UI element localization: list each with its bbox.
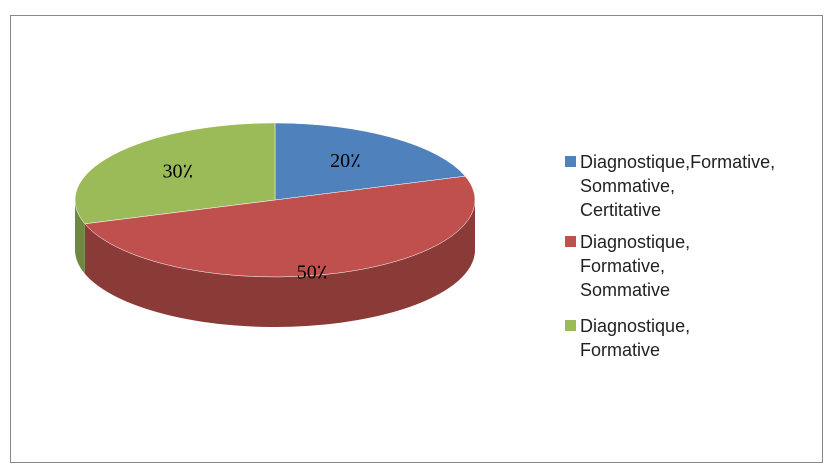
legend-swatch: [565, 236, 576, 247]
data-label: 20٪: [330, 150, 361, 172]
data-label: 50٪: [297, 262, 328, 284]
legend-swatch: [565, 320, 576, 331]
legend-item: Diagnostique,Formative, Sommative, Certi…: [565, 150, 776, 222]
legend-item: Diagnostique, Formative, Sommative: [565, 230, 755, 302]
legend-swatch: [565, 156, 576, 167]
legend-label: Diagnostique, Formative, Sommative: [580, 232, 691, 300]
pie-slice: [84, 175, 476, 278]
chart-frame: [10, 15, 823, 463]
data-label: 30٪: [163, 160, 194, 182]
legend-item: Diagnostique, Formative: [565, 314, 755, 362]
pie-side: [75, 200, 85, 274]
legend-label: Diagnostique,Formative, Sommative, Certi…: [580, 152, 776, 220]
legend-label: Diagnostique, Formative: [580, 316, 691, 360]
pie-slice: [274, 122, 466, 201]
pie-slice: [74, 122, 276, 225]
pie-side: [84, 200, 475, 327]
